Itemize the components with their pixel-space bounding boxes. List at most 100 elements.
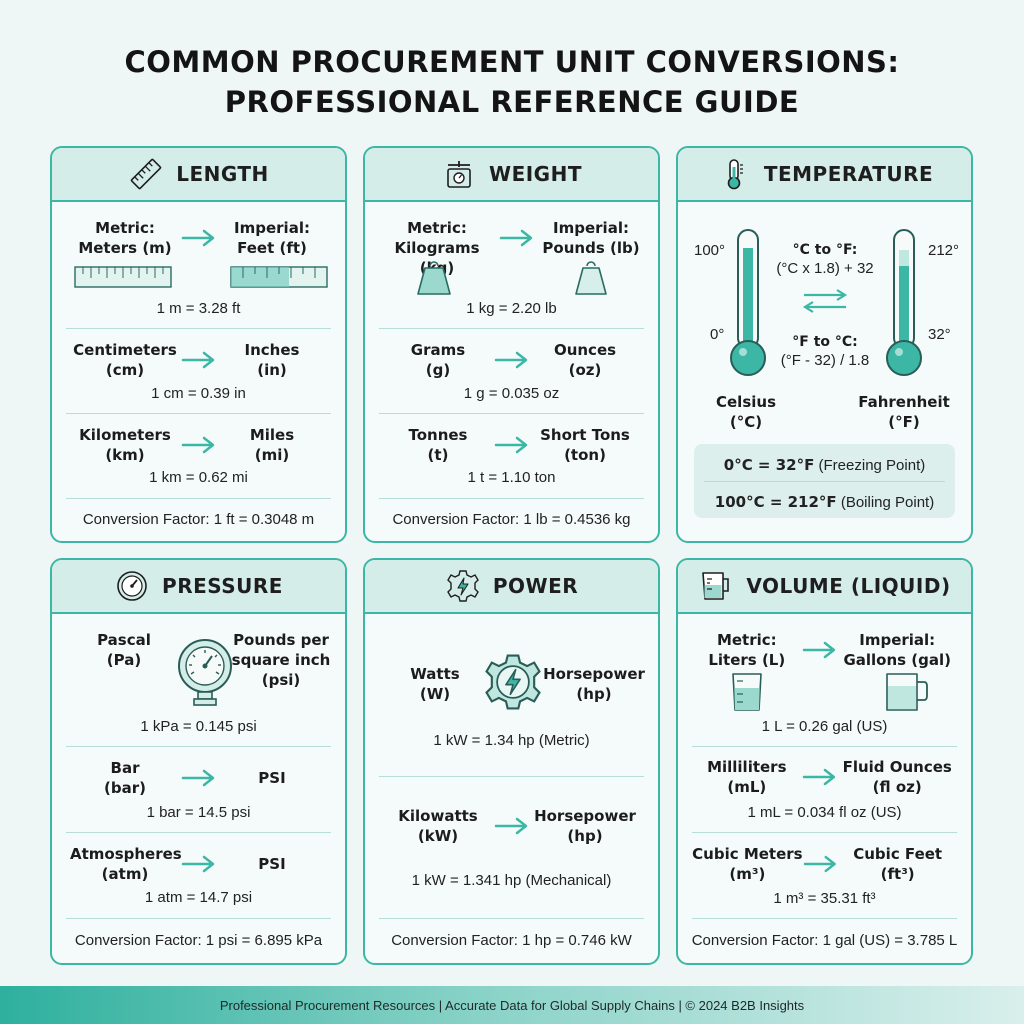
arrow-right-icon bbox=[494, 350, 530, 370]
gauge-icon bbox=[114, 568, 150, 604]
divider bbox=[379, 498, 644, 499]
atmospheres-label: Atmospheres (atm) bbox=[70, 845, 182, 883]
fahrenheit-top-mark: 212° bbox=[928, 242, 960, 259]
meter-ruler-icon bbox=[74, 266, 172, 288]
power-conversion-factor: Conversion Factor: 1 hp = 0.746 kW bbox=[391, 932, 632, 949]
volume-card-header: VOLUME (LIQUID) bbox=[678, 560, 971, 614]
page-title: COMMON PROCUREMENT UNIT CONVERSIONS: PRO… bbox=[0, 42, 1024, 122]
weight-card: WEIGHT Metric: Kilograms (kg) Imperial: … bbox=[363, 146, 660, 543]
t-to-ton-equation: 1 t = 1.10 ton bbox=[467, 469, 556, 486]
tonnes-label: Tonnes (t) bbox=[408, 426, 468, 464]
arrow-right-icon bbox=[802, 767, 838, 787]
cm-to-in-equation: 1 cm = 0.39 in bbox=[151, 385, 246, 402]
meters-to-feet-equation: 1 m = 3.28 ft bbox=[156, 300, 241, 317]
volume-row-1: Metric: Liters (L) Imperial: Gallons (ga… bbox=[692, 630, 957, 670]
length-row-3: Kilometers (km) Miles (mi) bbox=[70, 425, 327, 465]
pressure-row-2: Bar (bar) PSI bbox=[70, 758, 327, 798]
centimeters-label: Centimeters (cm) bbox=[73, 341, 177, 379]
kw-to-hp-metric-equation: 1 kW = 1.34 hp (Metric) bbox=[433, 732, 590, 749]
boiling-point-label: (Boiling Point) bbox=[836, 494, 935, 511]
grams-label: Grams (g) bbox=[410, 341, 466, 379]
power-card-header: POWER bbox=[365, 560, 658, 614]
ruler-icon bbox=[128, 156, 164, 192]
gallons-label: Imperial: Gallons (gal) bbox=[843, 631, 952, 669]
fahrenheit-thermometer bbox=[886, 229, 922, 376]
pascal-label: Pascal (Pa) bbox=[97, 631, 151, 669]
power-gear-icon bbox=[485, 654, 541, 710]
arrow-right-icon bbox=[181, 768, 217, 788]
gallon-jug-icon bbox=[886, 673, 928, 711]
title-line-2: PROFESSIONAL REFERENCE GUIDE bbox=[224, 85, 800, 119]
inches-label: Inches (in) bbox=[244, 341, 300, 379]
ml-to-floz-equation: 1 mL = 0.034 fl oz (US) bbox=[747, 804, 902, 821]
celsius-label: Celsius (°C) bbox=[716, 393, 776, 431]
arrow-right-icon bbox=[494, 816, 530, 836]
liters-label: Metric: Liters (L) bbox=[708, 631, 786, 669]
kg-to-lb-equation: 1 kg = 2.20 lb bbox=[466, 300, 557, 317]
divider bbox=[379, 328, 644, 329]
f-to-c-formula: (°F - 32) / 1.8 bbox=[780, 352, 870, 369]
pressure-card: PRESSURE Pascal (Pa) Pounds per square i… bbox=[50, 558, 347, 965]
celsius-bottom-mark: 0° bbox=[710, 326, 725, 343]
watts-label: Watts (W) bbox=[410, 665, 460, 703]
weight-row-2: Grams (g) Ounces (oz) bbox=[383, 340, 640, 380]
measuring-cup-icon bbox=[698, 568, 734, 604]
boiling-point-note: 100°C = 212°F (Boiling Point) bbox=[678, 493, 971, 511]
weight-conversion-factor: Conversion Factor: 1 lb = 0.4536 kg bbox=[392, 511, 631, 528]
feet-label: Imperial: Feet (ft) bbox=[234, 219, 310, 257]
gear-bolt-icon bbox=[445, 568, 481, 604]
temperature-title: TEMPERATURE bbox=[763, 162, 934, 186]
temperature-card-header: TEMPERATURE bbox=[678, 148, 971, 202]
power-title: POWER bbox=[492, 574, 579, 598]
length-title: LENGTH bbox=[176, 162, 269, 186]
volume-card: VOLUME (LIQUID) Metric: Liters (L) Imper… bbox=[676, 558, 973, 965]
length-row-2: Centimeters (cm) Inches (in) bbox=[70, 340, 327, 380]
celsius-thermometer bbox=[730, 229, 766, 376]
pressure-conversion-factor: Conversion Factor: 1 psi = 6.895 kPa bbox=[74, 932, 323, 949]
divider bbox=[379, 776, 644, 777]
weight-row-3: Tonnes (t) Short Tons (ton) bbox=[383, 425, 640, 465]
title-line-1: COMMON PROCUREMENT UNIT CONVERSIONS: bbox=[124, 45, 900, 79]
c-to-f-title: °C to °F: bbox=[792, 242, 858, 258]
weight-title: WEIGHT bbox=[489, 162, 582, 186]
km-to-mi-equation: 1 km = 0.62 mi bbox=[149, 469, 248, 486]
kilowatts-label: Kilowatts (kW) bbox=[398, 807, 478, 845]
l-to-gal-equation: 1 L = 0.26 gal (US) bbox=[761, 718, 888, 735]
liter-beaker-icon bbox=[732, 673, 762, 711]
freezing-point-note: 0°C = 32°F (Freezing Point) bbox=[678, 456, 971, 474]
lb-weight-icon bbox=[575, 261, 607, 295]
divider bbox=[379, 918, 644, 919]
cubic-meters-label: Cubic Meters (m³) bbox=[692, 845, 803, 883]
bar-label: Bar (bar) bbox=[104, 759, 146, 797]
horsepower-label: Horsepower (hp) bbox=[543, 665, 645, 703]
psi-label-3: PSI bbox=[258, 855, 286, 873]
ounces-label: Ounces (oz) bbox=[553, 341, 617, 379]
f-to-c-title: °F to °C: bbox=[792, 334, 858, 350]
volume-conversion-factor: Conversion Factor: 1 gal (US) = 3.785 L bbox=[691, 932, 958, 949]
volume-title: VOLUME (LIQUID) bbox=[746, 574, 951, 598]
meters-label: Metric: Meters (m) bbox=[78, 219, 172, 257]
arrow-right-icon bbox=[181, 854, 217, 874]
length-card: LENGTH Metric: Meters (m) Imperial: Feet… bbox=[50, 146, 347, 543]
freezing-point-value: 0°C = 32°F bbox=[723, 456, 815, 474]
length-conversion-factor: Conversion Factor: 1 ft = 0.3048 m bbox=[82, 511, 315, 528]
arrow-right-icon bbox=[494, 435, 530, 455]
kilograms-label: Metric: Kilograms (kg) bbox=[394, 219, 480, 277]
arrow-right-icon bbox=[499, 228, 535, 248]
power-row-2: Kilowatts (kW) Horsepower (hp) bbox=[383, 806, 640, 846]
kpa-to-psi-equation: 1 kPa = 0.145 psi bbox=[140, 718, 257, 735]
volume-row-2: Milliliters (mL) Fluid Ounces (fl oz) bbox=[692, 757, 957, 797]
pressure-gauge-icon bbox=[178, 639, 232, 706]
weight-card-header: WEIGHT bbox=[365, 148, 658, 202]
celsius-top-mark: 100° bbox=[694, 242, 726, 259]
thermometer-icon bbox=[716, 156, 752, 192]
arrow-right-icon bbox=[181, 435, 217, 455]
divider bbox=[66, 328, 331, 329]
divider bbox=[66, 498, 331, 499]
divider bbox=[692, 746, 957, 747]
feet-ruler-icon bbox=[230, 266, 328, 288]
arrow-right-icon bbox=[181, 228, 217, 248]
arrow-right-icon bbox=[181, 350, 217, 370]
cubic-feet-label: Cubic Feet (ft³) bbox=[853, 845, 943, 883]
psi-label-2: PSI bbox=[258, 769, 286, 787]
